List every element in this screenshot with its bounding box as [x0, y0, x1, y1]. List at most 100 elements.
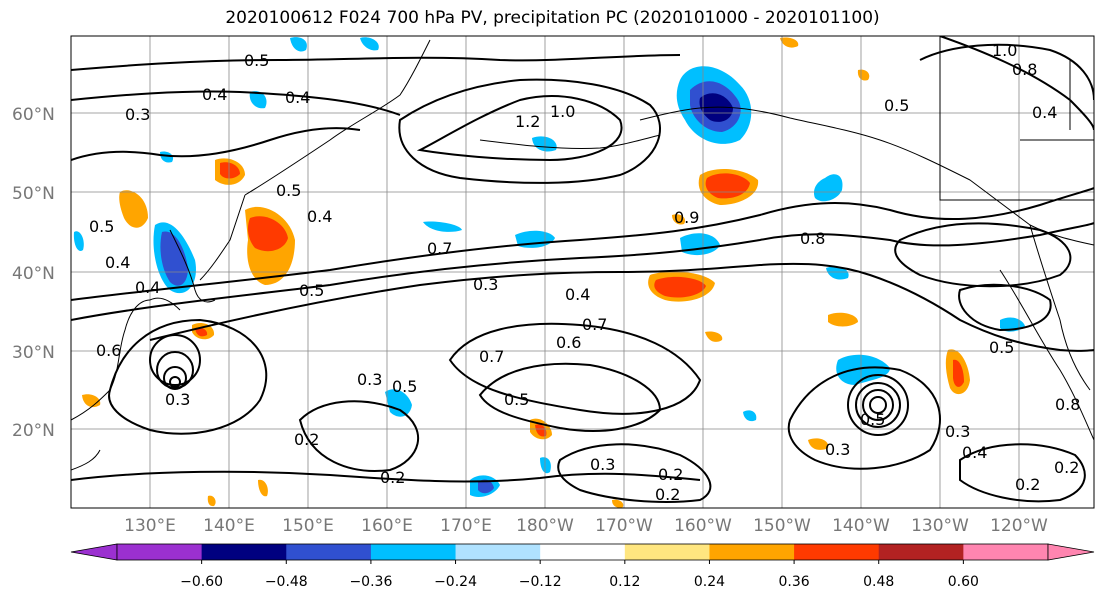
map-title: 2020100612 F024 700 hPa PV, precipitatio… [225, 8, 880, 28]
colorbar-segment [963, 544, 1049, 560]
contour-label: 0.4 [307, 207, 332, 226]
coast-alaska [639, 106, 1094, 246]
lat-label: 60°N [12, 105, 55, 125]
lon-label: 140°W [832, 516, 890, 536]
coast-kuril-kamchatka [244, 39, 431, 196]
contour-label: 0.5 [989, 338, 1014, 357]
contour-label: 0.9 [674, 208, 699, 227]
contour-label: 0.4 [565, 285, 590, 304]
colorbar-tick-label: 0.48 [863, 574, 894, 590]
contour-label: 0.2 [380, 468, 405, 487]
contour-label: 0.3 [945, 422, 970, 441]
colorbar-tick-label: 0.60 [948, 574, 979, 590]
colorbar-segment [455, 544, 541, 560]
lon-label: 160°W [674, 516, 732, 536]
colorbar-segment [794, 544, 880, 560]
contour-label: 0.4 [962, 443, 987, 462]
coast-north-america [999, 224, 1094, 441]
contour-label: 0.7 [479, 347, 504, 366]
coast-japan [149, 194, 246, 311]
contour-label: 0.4 [135, 278, 160, 297]
contour-label: 0.3 [357, 370, 382, 389]
colorbar-under-arrow [70, 543, 118, 561]
contour-label: 0.5 [244, 51, 269, 70]
contour-label: 0.5 [504, 390, 529, 409]
lon-label: 170°E [440, 516, 492, 536]
lat-label: 20°N [12, 421, 55, 441]
contour-label: 0.2 [658, 465, 683, 484]
colorbar-tick-label: −0.48 [265, 574, 308, 590]
contour-label: 1.0 [992, 41, 1017, 60]
coast-aleutians [479, 134, 661, 149]
lon-label: 150°E [282, 516, 334, 536]
lon-label: 120°W [990, 516, 1048, 536]
colorbar-tick-label: −0.36 [349, 574, 392, 590]
colorbar-tick-label: 0.24 [694, 574, 725, 590]
colorbar-segment [878, 544, 964, 560]
contour-label: 0.4 [105, 253, 130, 272]
colorbar: −0.60 −0.48 −0.36 −0.24 −0.12 0.12 0.24 0.36 0.4… [70, 543, 1095, 590]
colorbar-over-arrow [1047, 543, 1095, 561]
colorbar-segments [116, 543, 1049, 561]
contour-label: 0.5 [392, 377, 417, 396]
colorbar-tick-label: −0.24 [434, 574, 477, 590]
contour-label: 0.3 [473, 275, 498, 294]
contour-label: 0.2 [655, 485, 680, 504]
lon-label: 130°W [911, 516, 969, 536]
border-canada-us [939, 36, 1094, 201]
colorbar-tick-label: 0.12 [609, 574, 640, 590]
colorbar-segment [117, 544, 203, 560]
coast-east-asia [71, 299, 151, 471]
lat-label: 30°N [12, 343, 55, 363]
contour-label: 0.5 [276, 181, 301, 200]
colorbar-segment [709, 544, 795, 560]
coastlines [71, 36, 1094, 471]
contour-label: 0.2 [1054, 458, 1079, 477]
contour-label: 0.3 [590, 455, 615, 474]
lon-label: 150°W [753, 516, 811, 536]
contour-label: 0.8 [800, 229, 825, 248]
contour-label: 0.8 [1012, 60, 1037, 79]
map-frame [70, 35, 1095, 509]
contour-label: 0.6 [96, 341, 121, 360]
latitude-labels: 60°N 50°N 40°N 30°N 20°N [12, 105, 55, 441]
contour-label: 0.4 [1032, 103, 1057, 122]
contour-label: 0.3 [825, 440, 850, 459]
contour-label: 0.2 [1015, 475, 1040, 494]
colorbar-ticks: −0.60 −0.48 −0.36 −0.24 −0.12 0.12 0.24 0.36 0.4… [180, 560, 979, 590]
contour-label: 0.7 [427, 239, 452, 258]
contour-label: 1.0 [550, 102, 575, 121]
lon-label: 170°W [595, 516, 653, 536]
contour-label: 0.4 [202, 85, 227, 104]
colorbar-tick-label: 0.36 [779, 574, 810, 590]
contour-label: 0.8 [1055, 395, 1080, 414]
contour-label: 0.6 [556, 333, 581, 352]
colorbar-segment [286, 544, 372, 560]
colorbar-segment [370, 544, 457, 560]
contour-labels: 0.5 0.4 0.3 0.4 1.2 1.0 1.0 0.8 0.5 0.4 … [89, 41, 1080, 504]
contour-label: 0.5 [299, 281, 324, 300]
lon-label: 130°E [124, 516, 176, 536]
colorbar-segment [201, 544, 287, 560]
contour-label: 0.4 [285, 88, 310, 107]
lon-label: 160°E [361, 516, 413, 536]
contour-label: 0.3 [165, 390, 190, 409]
lat-label: 40°N [12, 264, 55, 284]
lon-label: 140°E [203, 516, 255, 536]
contour-label: 0.5 [89, 217, 114, 236]
contour-label: 0.5 [860, 410, 885, 429]
contour-label: 1.2 [515, 112, 540, 131]
colorbar-tick-label: −0.60 [180, 574, 223, 590]
lon-label: 180°W [516, 516, 574, 536]
pv-contours [71, 36, 1094, 503]
colorbar-segment [540, 544, 626, 560]
contour-label: 0.2 [294, 430, 319, 449]
longitude-labels: 130°E 140°E 150°E 160°E 170°E 180°W 170°… [124, 516, 1048, 536]
lat-label: 50°N [12, 184, 55, 204]
contour-label: 0.3 [125, 105, 150, 124]
contour-label: 0.5 [884, 96, 909, 115]
colorbar-segment [624, 544, 710, 560]
contour-label: 0.7 [582, 315, 607, 334]
colorbar-tick-label: −0.12 [519, 574, 562, 590]
